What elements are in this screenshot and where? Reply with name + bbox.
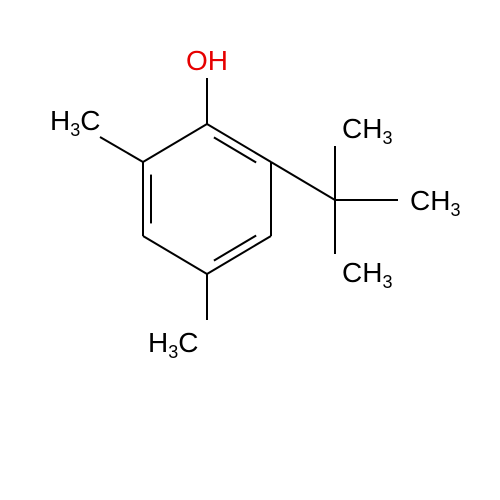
tbu_c-label: CH3: [342, 257, 392, 292]
tbu_a-label: CH3: [342, 113, 392, 148]
oh-label: OH: [186, 45, 228, 76]
me6-label: H3C: [50, 105, 100, 140]
molecule-diagram: OH H3C H3C CH3 CH3 CH3: [0, 0, 500, 500]
tbu_b-label: CH3: [410, 185, 460, 220]
me4-label: H3C: [148, 327, 198, 362]
